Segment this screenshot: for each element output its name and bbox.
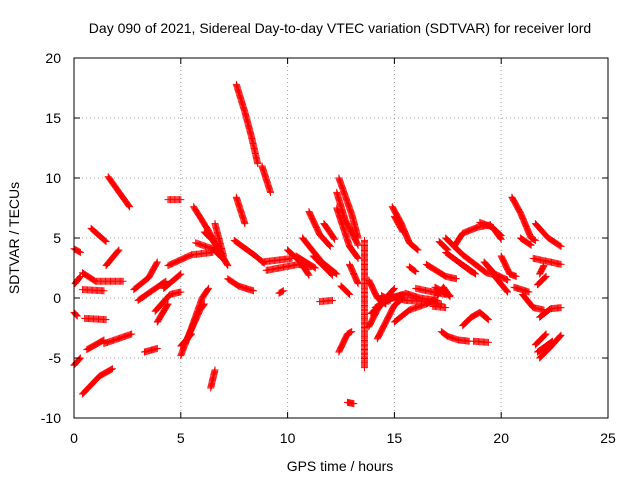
data-arc [83,336,108,354]
data-arc [333,188,362,249]
data-arc [534,272,550,289]
data-arc [87,224,110,246]
data-arc [454,258,475,276]
data-arc [510,283,533,296]
x-tick-label: 25 [600,430,616,446]
data-arc [232,193,249,228]
data-arc [320,220,339,243]
data-arc [140,344,161,356]
data-arc [164,248,217,270]
y-tick-label: 10 [45,170,61,186]
data-arc [258,162,275,196]
data-arc [160,270,185,292]
data-arc [104,173,134,211]
data-arc [346,260,362,288]
data-arc [531,330,550,349]
data-arc [378,292,394,304]
data-arc [275,287,287,297]
data-arc [207,366,219,392]
data-arc [401,289,441,304]
data-arc [71,272,84,288]
data-arc [316,296,336,306]
x-tick-label: 10 [280,430,296,446]
data-arc [305,208,334,250]
data-arc [469,337,492,346]
data-arc [151,288,185,315]
data-arc [134,277,170,304]
axis-ticks: 0 5 10 15 20 25 -10 -5 0 5 10 15 20 [41,50,616,446]
data-arc [232,80,262,168]
data-arc [230,236,268,267]
data-arc [531,220,565,250]
data-points [70,80,565,408]
data-arc [333,204,362,262]
data-arc [405,263,420,276]
data-arc [100,330,136,348]
data-arc [435,238,452,254]
data-arc [153,300,172,326]
data-arc [429,302,450,312]
data-arc [487,222,505,240]
data-arc [79,286,108,295]
data-arc [292,252,319,272]
x-axis-label: GPS time / hours [287,458,394,474]
data-arc [361,236,368,372]
grid [74,58,608,418]
data-arc [79,365,116,398]
data-arc [258,254,296,266]
data-arc [508,193,539,244]
data-arc [459,308,492,330]
y-tick-label: -10 [41,410,61,426]
data-arc [224,275,257,295]
data-arc [497,252,520,280]
data-arc [130,258,161,294]
data-arc [516,234,535,249]
data-arc [81,314,110,324]
y-tick-label: 20 [45,50,61,66]
data-arc [164,196,185,204]
data-arc [480,258,512,284]
data-arc [437,328,473,345]
x-tick-label: 15 [387,430,403,446]
data-arc [211,220,228,260]
data-arc [536,304,565,321]
data-arc [422,260,460,283]
data-arc [102,246,123,270]
data-arc [177,330,195,350]
data-arc [309,252,336,279]
data-arc [390,212,407,236]
data-arc [343,398,358,408]
data-arc [335,174,362,242]
data-arc [519,290,548,314]
chart-title: Day 090 of 2021, Sidereal Day-to-day VTE… [89,20,591,36]
data-arc [534,337,556,356]
data-arc [442,234,501,279]
x-tick-label: 0 [70,430,78,446]
y-tick-label: 15 [45,110,61,126]
x-tick-label: 20 [493,430,509,446]
y-tick-label: 0 [53,290,61,306]
data-arc [529,254,565,268]
y-tick-label: 5 [53,230,61,246]
data-arc [536,262,548,278]
data-arc [337,282,354,298]
y-tick-label: -5 [49,350,62,366]
data-arc [335,328,356,356]
y-axis-label: SDTVAR / TECUs [6,182,22,294]
data-arc [431,283,454,300]
x-tick-label: 5 [177,430,185,446]
data-arc [79,269,127,285]
